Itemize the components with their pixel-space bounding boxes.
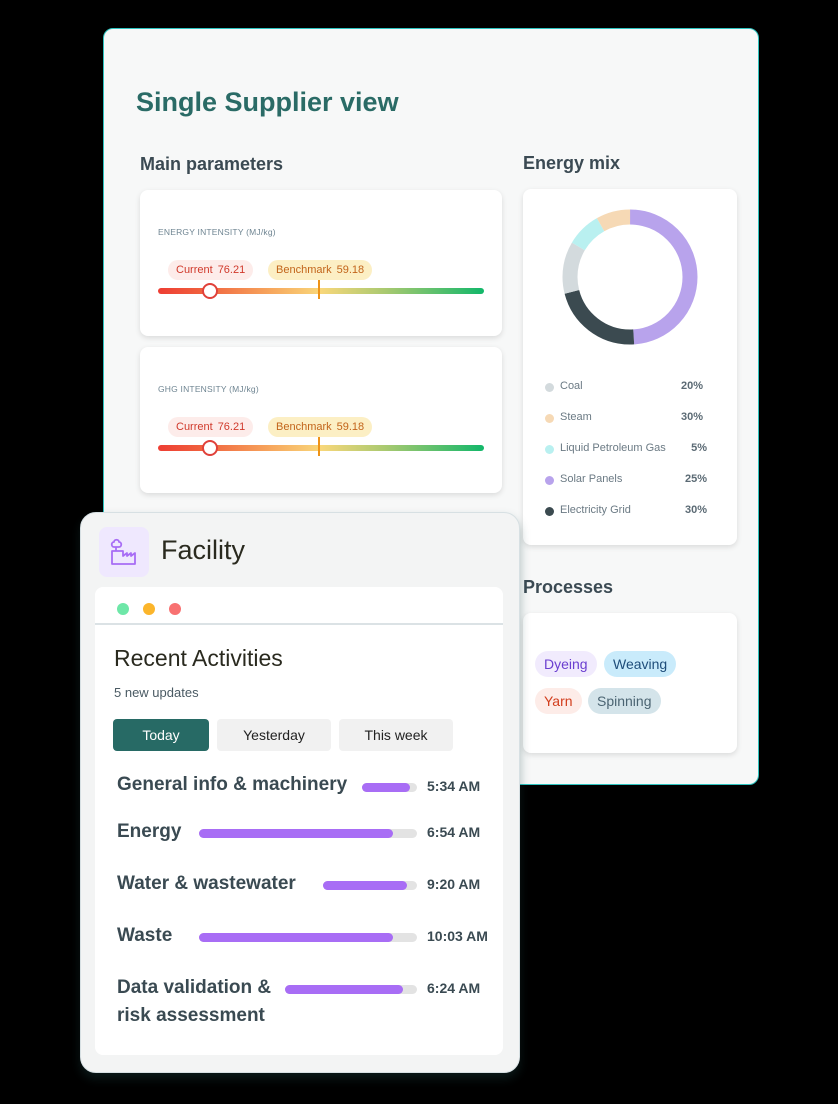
facility-title: Facility [161, 535, 246, 565]
current-value-pill: Current 76.21 [168, 417, 254, 437]
factory-icon-container [99, 527, 149, 577]
intensity-gradient-track [158, 288, 484, 294]
benchmark-label: Benchmark [276, 264, 332, 276]
activity-label-line2: risk assessment [117, 1005, 265, 1026]
current-slider-knob[interactable] [202, 440, 218, 456]
energy-intensity-label: ENERGY INTENSITY (MJ/kg) [158, 227, 276, 237]
activity-progress-fill [362, 783, 410, 792]
benchmark-value-pill: Benchmark 59.18 [268, 417, 373, 437]
benchmark-value: 59.18 [336, 421, 365, 433]
current-value: 76.21 [217, 421, 246, 433]
window-divider [95, 623, 503, 625]
energy-mix-card: Coal 20% Steam 30% Liquid Petroleum Gas … [523, 189, 737, 545]
legend-name: Steam [560, 411, 592, 423]
ghg-intensity-label: GHG INTENSITY (MJ/kg) [158, 384, 259, 394]
legend-name: Solar Panels [560, 473, 623, 485]
current-label: Current [176, 421, 213, 433]
coal-dot-icon [545, 383, 554, 392]
lpg-dot-icon [545, 445, 554, 454]
activity-time: 10:03 AM [427, 928, 488, 944]
benchmark-value-pill: Benchmark 59.18 [268, 260, 373, 280]
solar-panels-segment [562, 209, 698, 345]
legend-item-electricity-grid: Electricity Grid 30% [545, 504, 715, 520]
activity-label: Water & wastewater [117, 873, 296, 894]
tab-today[interactable]: Today [113, 719, 209, 751]
factory-icon [110, 538, 136, 565]
process-tag-spinning[interactable]: Spinning [588, 688, 661, 714]
current-label: Current [176, 264, 213, 276]
activity-time: 9:20 AM [427, 876, 481, 892]
current-value-pill: Current 76.21 [168, 260, 254, 280]
activity-label: Energy [117, 821, 182, 842]
electricity-grid-dot-icon [545, 507, 554, 516]
coal-segment [562, 209, 698, 345]
updates-count: 5 new updates [114, 685, 199, 700]
window-dot-green-icon[interactable] [117, 603, 129, 615]
main-parameters-heading: Main parameters [140, 154, 284, 174]
activity-label: General info & machinery [117, 774, 348, 795]
process-tag-yarn[interactable]: Yarn [535, 688, 582, 714]
ghg-intensity-card: GHG INTENSITY (MJ/kg) Current 76.21 Bench… [140, 347, 502, 493]
processes-heading: Processes [523, 577, 614, 597]
activity-progress-fill [285, 985, 403, 994]
facility-panel: Facility Recent Activities 5 new updates… [80, 512, 520, 1073]
benchmark-label: Benchmark [276, 421, 332, 433]
process-tag-weaving[interactable]: Weaving [604, 651, 677, 677]
page-title: Single Supplier view [136, 87, 399, 117]
legend-name: Electricity Grid [560, 504, 631, 516]
electricity-grid-segment [562, 209, 698, 345]
activity-progress-bar [199, 933, 417, 942]
activity-label: Data validation & [117, 977, 272, 998]
activity-progress-bar [323, 881, 417, 890]
window-dot-red-icon[interactable] [169, 603, 181, 615]
window-dot-yellow-icon[interactable] [143, 603, 155, 615]
legend-value: 25% [684, 473, 707, 485]
legend-item-coal: Coal 20% [545, 380, 715, 396]
legend-name: Coal [560, 380, 583, 392]
activity-progress-fill [323, 881, 407, 890]
energy-mix-donut-chart [562, 209, 698, 345]
benchmark-value: 59.18 [336, 264, 365, 276]
activity-progress-fill [199, 933, 393, 942]
legend-value: 5% [691, 442, 707, 454]
legend-item-lpg: Liquid Petroleum Gas 5% [545, 442, 715, 458]
legend-item-steam: Steam 30% [545, 411, 715, 427]
activity-progress-bar [199, 829, 417, 838]
legend-value: 30% [684, 504, 707, 516]
benchmark-marker [318, 437, 320, 456]
current-value: 76.21 [217, 264, 246, 276]
energy-intensity-card: ENERGY INTENSITY (MJ/kg) Current 76.21 Be… [140, 190, 502, 336]
tab-yesterday[interactable]: Yesterday [217, 719, 331, 751]
legend-item-solar-panels: Solar Panels 25% [545, 473, 715, 489]
tab-this-week[interactable]: This week [339, 719, 453, 751]
processes-card: Dyeing Weaving Yarn Spinning [523, 613, 737, 753]
energy-mix-heading: Energy mix [523, 153, 621, 173]
steam-dot-icon [545, 414, 554, 423]
intensity-gradient-track [158, 445, 484, 451]
activity-time: 6:24 AM [427, 980, 481, 996]
solar-panels-dot-icon [545, 476, 554, 485]
current-slider-knob[interactable] [202, 283, 218, 299]
activity-time: 5:34 AM [427, 778, 481, 794]
process-tag-dyeing[interactable]: Dyeing [535, 651, 597, 677]
activity-time: 6:54 AM [427, 824, 481, 840]
activity-progress-bar [362, 783, 417, 792]
legend-value: 30% [680, 411, 703, 423]
benchmark-marker [318, 280, 320, 299]
recent-activities-window: Recent Activities 5 new updates Today Ye… [95, 587, 503, 1055]
legend-value: 20% [680, 380, 703, 392]
activity-label: Waste [117, 925, 173, 946]
activity-progress-fill [199, 829, 393, 838]
activity-progress-bar [285, 985, 417, 994]
legend-name: Liquid Petroleum Gas [560, 442, 666, 454]
recent-activities-title: Recent Activities [114, 645, 283, 671]
